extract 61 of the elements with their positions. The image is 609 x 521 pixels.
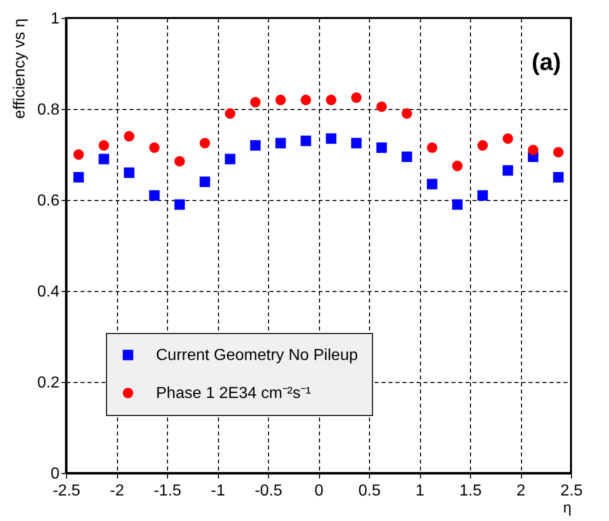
point (326, 133, 336, 144)
y-tick-label: 0.6 (37, 192, 60, 210)
legend-label: Phase 1 2E34 cm⁻²s⁻¹ (156, 385, 311, 402)
point (275, 138, 286, 148)
point (553, 146, 564, 158)
x-tick-label: 2.5 (560, 482, 583, 500)
point (502, 133, 514, 144)
point (402, 108, 412, 119)
x-tick-label: -1.5 (154, 482, 182, 500)
point (351, 138, 362, 148)
point (376, 101, 387, 112)
point (73, 149, 84, 160)
point (250, 140, 261, 151)
point (200, 176, 210, 188)
point (553, 172, 564, 182)
point (124, 131, 134, 142)
y-tick-label: 0.4 (37, 284, 60, 300)
point (98, 140, 110, 151)
point (124, 167, 134, 178)
y-tick-label: 0 (50, 466, 60, 482)
x-tick-label: 0.5 (358, 482, 381, 500)
point (528, 144, 538, 156)
x-tick-label: 2 (516, 482, 526, 500)
y-axis-title: efficiency vs η (11, 18, 28, 119)
x-axis-title: η (563, 500, 572, 516)
x-tick-label: 1.5 (459, 482, 482, 500)
point (452, 199, 463, 210)
y-tick-label: 0.8 (37, 102, 60, 118)
point (426, 142, 438, 153)
y-tick-label: 0.2 (37, 374, 60, 392)
point (376, 142, 387, 153)
point (149, 190, 160, 201)
point (326, 94, 336, 106)
legend-label: Current Geometry No Pileup (156, 347, 358, 364)
x-tick-label: -0.5 (254, 482, 282, 500)
point (351, 92, 362, 103)
point (200, 138, 210, 148)
point (300, 94, 312, 106)
point (477, 190, 488, 201)
point (300, 136, 312, 146)
point (452, 160, 463, 172)
point (402, 152, 412, 162)
point (73, 172, 84, 182)
x-tick-label: -2 (110, 482, 124, 500)
point (502, 165, 514, 176)
point (477, 140, 488, 151)
x-tick-label: -2.5 (52, 482, 80, 500)
point (275, 94, 286, 106)
point (250, 96, 261, 108)
point (426, 178, 438, 190)
x-tick-label: 1 (416, 482, 425, 500)
point (174, 156, 185, 167)
x-tick-label: 0 (314, 482, 324, 500)
point (224, 108, 236, 119)
y-tick-label: 1 (50, 10, 60, 28)
point (98, 154, 110, 164)
point (149, 142, 160, 153)
point (174, 199, 185, 210)
point (224, 154, 236, 164)
x-tick-label: -1 (210, 482, 226, 500)
annotation: (a) (532, 49, 561, 76)
